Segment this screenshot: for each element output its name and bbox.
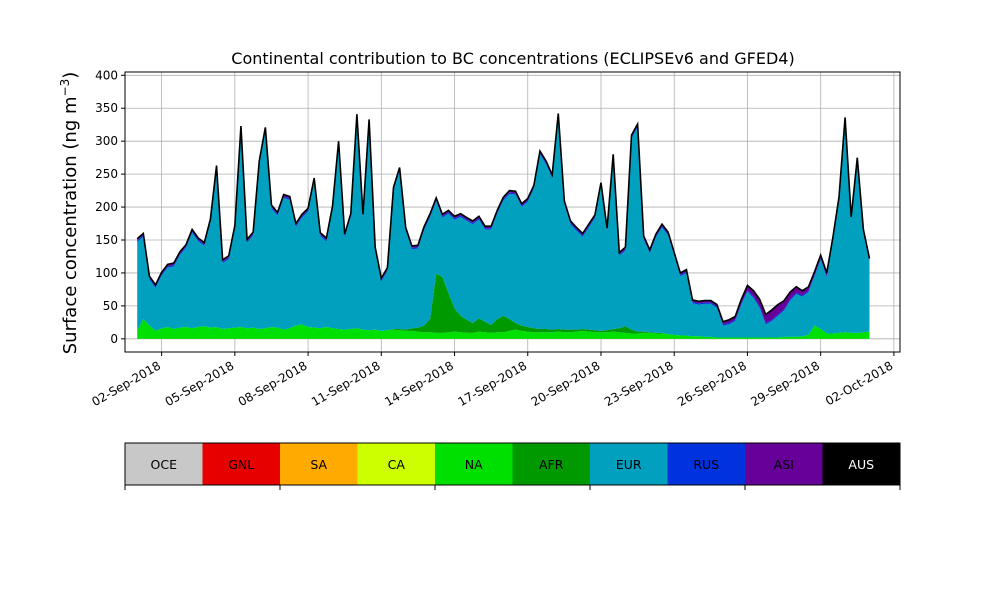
x-tick-label: 17-Sep-2018 xyxy=(455,358,529,409)
x-axis-ticks: 02-Sep-2018 05-Sep-2018 08-Sep-2018 11-Sep-… xyxy=(89,352,895,409)
y-tick-label: 150 xyxy=(95,233,118,247)
legend-swatch-rus xyxy=(667,443,746,485)
plot-frame xyxy=(124,71,901,353)
area-eur xyxy=(137,116,870,338)
y-axis-label: Surface concentration (ng m−3) xyxy=(58,72,81,355)
total-line xyxy=(136,113,871,323)
legend-swatch-ca xyxy=(357,443,436,485)
legend-colorbar: OCE GNL SA CA NA AFR EUR RUS ASI AUS xyxy=(124,442,901,490)
y-tick-label: 350 xyxy=(95,101,118,115)
x-tick-label: 08-Sep-2018 xyxy=(236,358,310,409)
legend-label-na: NA xyxy=(465,457,483,472)
y-tick-label: 0 xyxy=(110,332,118,346)
y-tick-label: 100 xyxy=(95,266,118,280)
y-axis-ticks: 0 50 100 150 200 250 300 350 400 xyxy=(95,68,125,346)
legend-label-gnl: GNL xyxy=(228,457,254,472)
y-axis-label-text: Surface concentration (ng m xyxy=(60,96,81,354)
x-tick-label: 02-Oct-2018 xyxy=(823,358,895,408)
y-tick-label: 50 xyxy=(103,299,118,313)
legend-label-aus: AUS xyxy=(848,457,874,472)
area-afr xyxy=(137,273,870,338)
legend-swatch-na xyxy=(435,443,513,485)
legend-swatch-sa xyxy=(280,443,358,485)
y-tick-label: 200 xyxy=(95,200,118,214)
area-na xyxy=(137,319,870,339)
chart-title: Continental contribution to BC concentra… xyxy=(231,49,794,68)
legend-label-afr: AFR xyxy=(539,457,564,472)
x-tick-label: 11-Sep-2018 xyxy=(309,358,383,409)
y-tick-label: 250 xyxy=(95,167,118,181)
legend-label-rus: RUS xyxy=(693,457,719,472)
legend-swatch-afr xyxy=(512,443,591,485)
x-tick-label: 20-Sep-2018 xyxy=(529,358,603,409)
y-tick-label: 400 xyxy=(95,68,118,82)
legend-swatch-asi xyxy=(745,443,823,485)
legend-frame xyxy=(124,442,901,486)
legend-swatch-gnl xyxy=(202,443,281,485)
y-axis-label-close: ) xyxy=(60,72,81,79)
x-tick-label: 05-Sep-2018 xyxy=(163,358,237,409)
x-tick-label: 23-Sep-2018 xyxy=(602,358,676,409)
legend-label-sa: SA xyxy=(310,457,327,472)
legend-swatch-eur xyxy=(590,443,668,485)
legend-label-asi: ASI xyxy=(774,457,794,472)
x-tick-label: 02-Sep-2018 xyxy=(89,358,163,409)
x-tick-label: 29-Sep-2018 xyxy=(748,358,822,409)
legend-swatch-aus xyxy=(822,443,901,485)
legend-label-eur: EUR xyxy=(616,457,642,472)
legend-label-oce: OCE xyxy=(151,457,178,472)
y-axis-label-sup: −3 xyxy=(58,79,72,97)
y-tick-label: 300 xyxy=(95,134,118,148)
total-outline xyxy=(136,113,871,323)
legend-swatch-oce xyxy=(125,443,203,485)
x-tick-label: 26-Sep-2018 xyxy=(675,358,749,409)
legend-label-ca: CA xyxy=(388,457,406,472)
x-tick-label: 14-Sep-2018 xyxy=(382,358,456,409)
